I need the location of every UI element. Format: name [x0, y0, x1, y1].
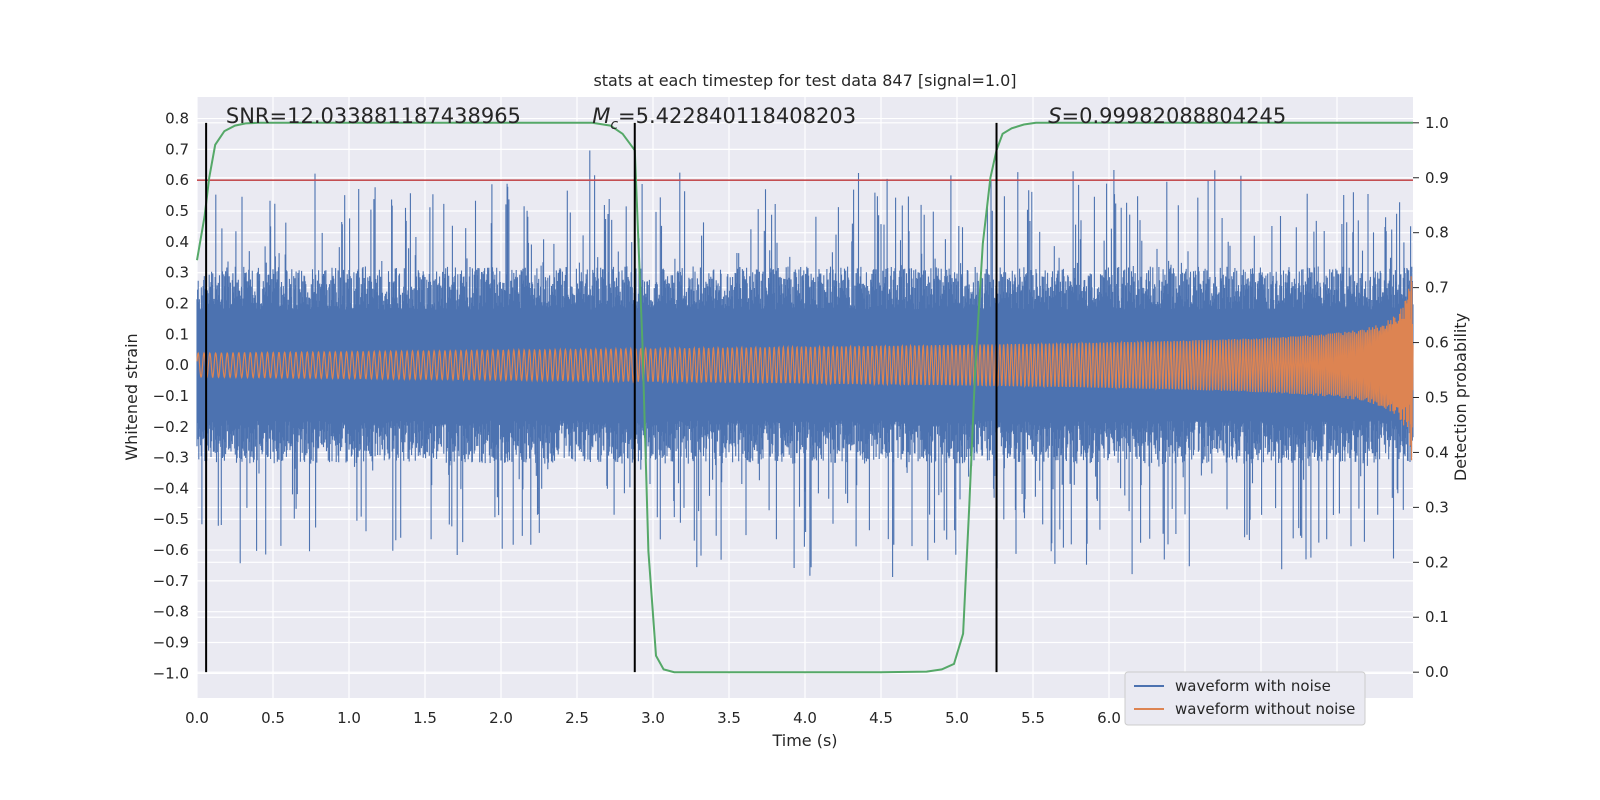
series-detection-probability: [196, 121, 1413, 674]
right-tick-label: 0.2: [1425, 553, 1449, 571]
x-tick-label: 1.5: [413, 709, 437, 727]
x-tick-label: 5.0: [945, 709, 969, 727]
y-tick-label: −0.1: [153, 387, 189, 405]
x-tick-label: 3.0: [641, 709, 665, 727]
x-axis-label: Time (s): [771, 731, 837, 750]
right-tick-label: 0.0: [1425, 663, 1449, 681]
right-tick-label: 0.3: [1425, 498, 1449, 516]
x-tick-label: 5.5: [1021, 709, 1045, 727]
y-tick-label: −0.8: [153, 603, 189, 621]
right-axis-label: Detection probability: [1451, 313, 1470, 481]
chart-title: stats at each timestep for test data 847…: [593, 71, 1016, 90]
x-tick-label: 4.5: [869, 709, 893, 727]
chirp-mass-subscript: c: [610, 117, 618, 133]
annotation-snr: SNR=12.033881187438965: [226, 104, 521, 128]
y-tick-label: 0.8: [165, 110, 189, 128]
x-tick-label: 4.0: [793, 709, 817, 727]
y-axis-ticks: 0.8 0.7 0.6 0.5 0.4 0.3 0.2 0.1 0.0 −0.1 −0.2 −0.3 −…: [153, 110, 189, 683]
series-waveform-without-noise: [196, 276, 1414, 461]
x-tick-label: 6.0: [1097, 709, 1121, 727]
x-tick-label: 2.0: [489, 709, 513, 727]
y-axis-label: Whitened strain: [122, 333, 141, 460]
x-tick-label: 2.5: [565, 709, 589, 727]
y-tick-label: 0.6: [165, 171, 189, 189]
y-tick-label: 0.1: [165, 325, 189, 343]
x-tick-label: 3.5: [717, 709, 741, 727]
right-tick-label: 0.6: [1425, 334, 1449, 352]
right-tick-label: 0.8: [1425, 224, 1449, 242]
legend-box: [1124, 671, 1366, 726]
right-tick-label: 0.4: [1425, 443, 1449, 461]
right-tick-label: 0.7: [1425, 279, 1449, 297]
probability-path: [196, 121, 1413, 674]
right-tick-label: 0.1: [1425, 608, 1449, 626]
x-tick-label: 1.0: [337, 709, 361, 727]
legend-label-clean: waveform without noise: [1175, 700, 1355, 718]
x-tick-label: 0.5: [261, 709, 285, 727]
y-tick-label: −0.7: [153, 572, 189, 590]
y-tick-label: −0.6: [153, 541, 189, 559]
legend: waveform with noise waveform without noi…: [1124, 671, 1366, 726]
right-tick-label: 0.9: [1425, 169, 1449, 187]
chirp-mass-value: =5.422840118408203: [618, 104, 856, 128]
y-tick-label: −0.2: [153, 418, 189, 436]
annotation-chirp-mass: Mc=5.422840118408203: [592, 104, 856, 133]
right-tick-label: 0.5: [1425, 389, 1449, 407]
chirp-mass-symbol: M: [592, 104, 610, 128]
y-tick-label: 0.2: [165, 294, 189, 312]
y-tick-label: −0.5: [153, 510, 189, 528]
right-tick-label: 1.0: [1425, 114, 1449, 132]
y-tick-label: −1.0: [153, 664, 189, 682]
y-tick-label: −0.9: [153, 634, 189, 652]
marker-lines: [205, 122, 998, 673]
legend-label-noisy: waveform with noise: [1175, 677, 1331, 695]
y-tick-label: 0.7: [165, 140, 189, 158]
y-tick-label: 0.0: [165, 356, 189, 374]
x-tick-label: 0.0: [185, 709, 209, 727]
score-symbol: S: [1048, 104, 1061, 128]
annotation-score: S=0.99982088804245: [1048, 104, 1286, 128]
y-tick-label: −0.3: [153, 449, 189, 467]
y-tick-label: 0.3: [165, 264, 189, 282]
y-tick-label: −0.4: [153, 479, 189, 497]
score-value: =0.99982088804245: [1062, 104, 1287, 128]
clean-waveform-path: [196, 276, 1414, 461]
y-tick-label: 0.4: [165, 233, 189, 251]
right-axis-ticks: 1.0 0.9 0.8 0.7 0.6 0.5 0.4 0.3 0.2 0.1 0.0: [1413, 114, 1449, 681]
y-tick-label: 0.5: [165, 202, 189, 220]
